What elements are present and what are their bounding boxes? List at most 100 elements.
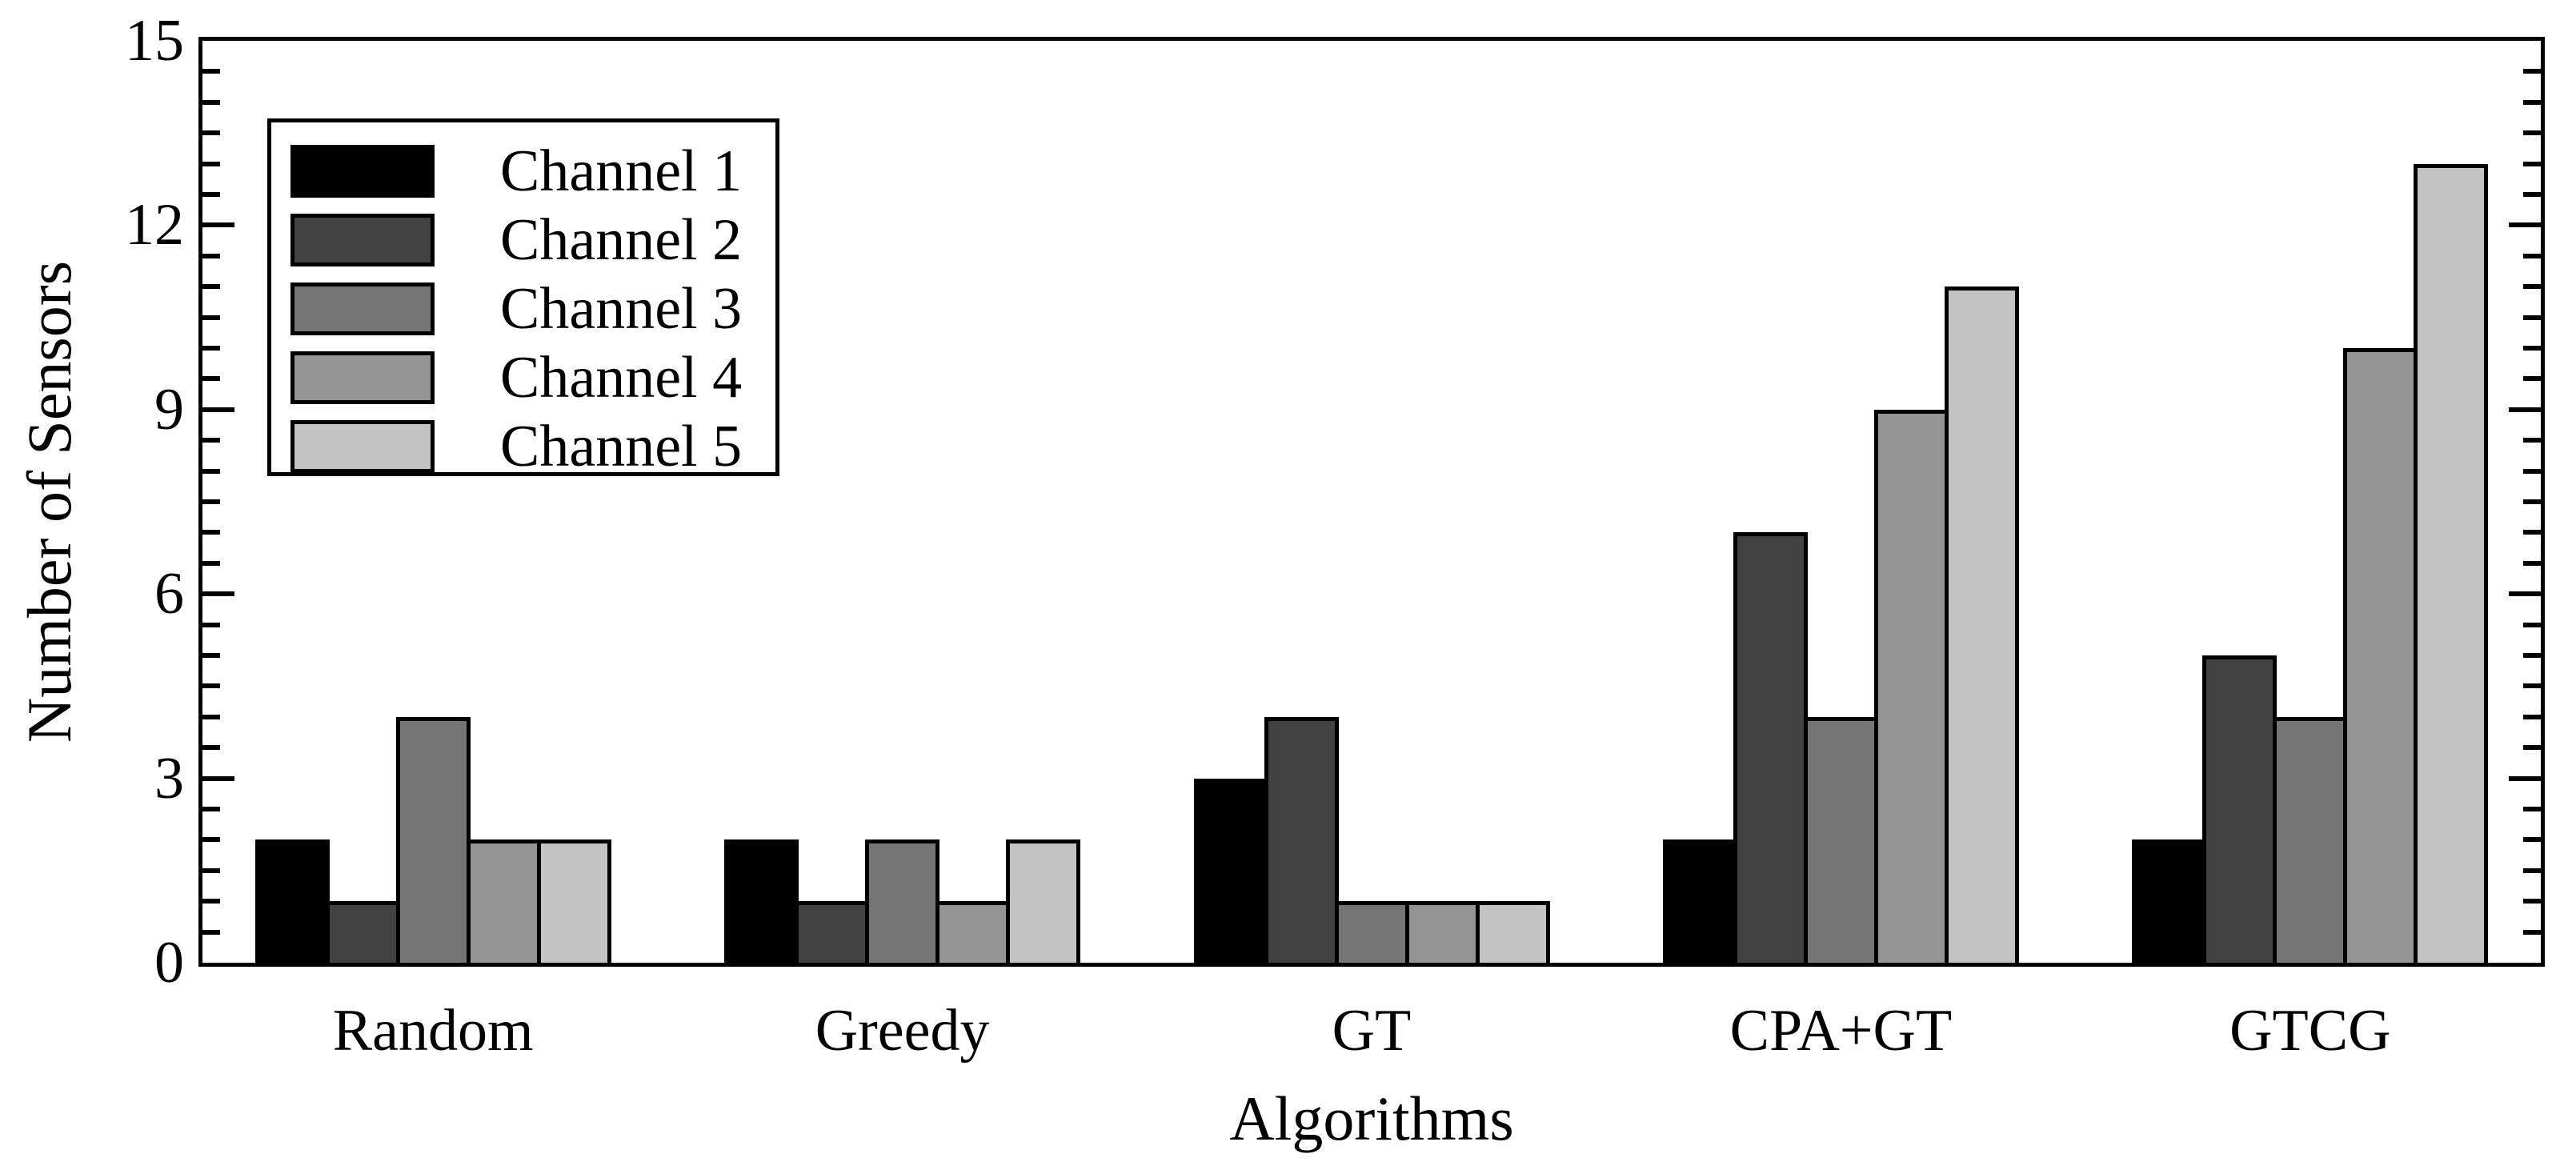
bar bbox=[1404, 901, 1480, 967]
y-axis-minor-tick bbox=[2523, 346, 2541, 351]
legend-swatch bbox=[290, 282, 435, 335]
bar bbox=[1475, 901, 1550, 967]
bar bbox=[724, 839, 799, 967]
y-axis-minor-tick bbox=[202, 899, 220, 904]
legend-label: Channel 5 bbox=[500, 414, 743, 479]
y-axis-minor-tick bbox=[2523, 867, 2541, 873]
category-label: GT bbox=[1332, 998, 1412, 1064]
legend-swatch bbox=[290, 420, 435, 473]
y-axis-minor-tick bbox=[2523, 438, 2541, 443]
y-axis-minor-tick bbox=[202, 837, 220, 843]
x-axis-title: Algorithms bbox=[1229, 1084, 1514, 1153]
y-axis-minor-tick bbox=[202, 499, 220, 504]
y-axis-minor-tick bbox=[202, 867, 220, 873]
y-axis-minor-tick bbox=[2523, 99, 2541, 105]
y-axis-major-tick bbox=[2509, 222, 2541, 228]
y-axis-minor-tick bbox=[2523, 192, 2541, 197]
y-axis-minor-tick bbox=[2523, 376, 2541, 382]
y-axis-minor-tick bbox=[202, 192, 220, 197]
bar bbox=[1006, 839, 1081, 967]
y-axis-minor-tick bbox=[202, 130, 220, 136]
bar bbox=[795, 901, 870, 967]
y-axis-minor-tick bbox=[2523, 130, 2541, 136]
legend-swatch bbox=[290, 214, 435, 266]
y-axis-minor-tick bbox=[2523, 315, 2541, 320]
y-axis-minor-tick bbox=[2523, 899, 2541, 904]
legend: Channel 1 Channel 2 Channel 3 Channel 4 Chan… bbox=[267, 118, 779, 479]
bar bbox=[935, 901, 1011, 967]
category-label: GTCG bbox=[2229, 998, 2391, 1064]
y-axis-major-tick bbox=[2509, 775, 2541, 781]
y-axis-minor-tick bbox=[2523, 653, 2541, 658]
bar bbox=[1334, 901, 1409, 967]
y-axis-minor-tick bbox=[202, 376, 220, 382]
legend-swatch bbox=[290, 351, 435, 404]
y-axis-minor-tick bbox=[202, 99, 220, 105]
bar bbox=[536, 839, 611, 967]
y-axis-minor-tick bbox=[2523, 161, 2541, 166]
legend-label: Channel 3 bbox=[500, 276, 743, 342]
y-axis-minor-tick bbox=[2523, 714, 2541, 719]
y-axis-title: Number of Sensors bbox=[14, 260, 84, 743]
y-axis-minor-tick bbox=[2523, 499, 2541, 504]
y-axis-minor-tick bbox=[2523, 560, 2541, 566]
y-axis-minor-tick bbox=[2523, 468, 2541, 474]
y-axis-major-tick bbox=[2509, 407, 2541, 412]
y-axis-minor-tick bbox=[202, 714, 220, 719]
category-label: CPA+GT bbox=[1729, 998, 1953, 1064]
y-axis-tick-label: 15 bbox=[125, 8, 184, 74]
legend-label: Channel 1 bbox=[500, 138, 743, 204]
bar bbox=[1944, 286, 2019, 967]
bar bbox=[2343, 348, 2418, 967]
y-axis-major-tick bbox=[202, 775, 234, 781]
y-axis-major-tick bbox=[202, 591, 234, 597]
y-axis-minor-tick bbox=[2523, 745, 2541, 751]
y-axis-minor-tick bbox=[2523, 837, 2541, 843]
bar bbox=[2132, 839, 2207, 967]
bar bbox=[1264, 716, 1339, 967]
y-axis-minor-tick bbox=[202, 438, 220, 443]
category-label: Random bbox=[332, 998, 534, 1064]
bar bbox=[1873, 409, 1949, 967]
y-axis-tick-label: 9 bbox=[154, 376, 184, 443]
bar bbox=[466, 839, 541, 967]
y-axis-minor-tick bbox=[2523, 929, 2541, 935]
y-axis-minor-tick bbox=[2523, 807, 2541, 811]
y-axis-minor-tick bbox=[202, 929, 220, 935]
y-axis-minor-tick bbox=[202, 253, 220, 258]
y-axis-minor-tick bbox=[2523, 683, 2541, 689]
category-label: Greedy bbox=[815, 998, 990, 1064]
y-axis-minor-tick bbox=[202, 69, 220, 74]
y-axis-tick-label: 3 bbox=[154, 745, 184, 811]
bar bbox=[325, 901, 400, 967]
bar bbox=[2273, 716, 2348, 967]
y-axis-minor-tick bbox=[202, 284, 220, 290]
bar bbox=[2414, 163, 2489, 967]
y-axis-minor-tick bbox=[202, 622, 220, 627]
y-axis-tick-label: 6 bbox=[154, 561, 184, 627]
y-axis-major-tick bbox=[202, 222, 234, 228]
bar bbox=[2202, 655, 2278, 967]
y-axis-minor-tick bbox=[2523, 622, 2541, 627]
y-axis-minor-tick bbox=[2523, 69, 2541, 74]
y-axis-tick-label: 0 bbox=[154, 930, 184, 996]
y-axis-minor-tick bbox=[2523, 284, 2541, 290]
y-axis-minor-tick bbox=[202, 161, 220, 166]
y-axis-minor-tick bbox=[202, 560, 220, 566]
y-axis-minor-tick bbox=[202, 468, 220, 474]
y-axis-minor-tick bbox=[2523, 530, 2541, 535]
y-axis-minor-tick bbox=[202, 315, 220, 320]
y-axis-major-tick bbox=[2509, 591, 2541, 597]
y-axis-minor-tick bbox=[2523, 253, 2541, 258]
bar bbox=[1803, 716, 1878, 967]
legend-swatch bbox=[290, 145, 435, 198]
bar bbox=[395, 716, 471, 967]
y-axis-minor-tick bbox=[202, 807, 220, 811]
bar bbox=[1193, 778, 1268, 967]
y-axis-minor-tick bbox=[202, 683, 220, 689]
y-axis-minor-tick bbox=[202, 530, 220, 535]
y-axis-minor-tick bbox=[202, 346, 220, 351]
y-axis-tick-label: 12 bbox=[125, 192, 184, 258]
bar bbox=[865, 839, 940, 967]
legend-label: Channel 4 bbox=[500, 345, 743, 411]
